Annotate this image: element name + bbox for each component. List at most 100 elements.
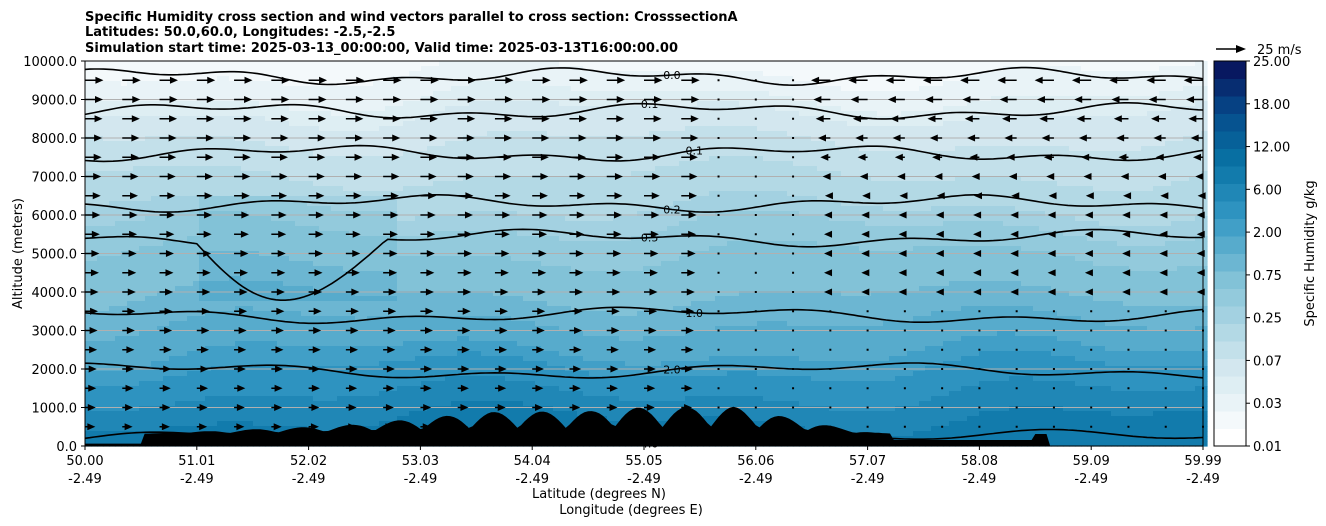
humidity-cell (451, 321, 458, 327)
humidity-cell (259, 321, 266, 327)
humidity-cell (385, 276, 392, 282)
humidity-cell (151, 206, 158, 212)
humidity-cell (331, 371, 338, 377)
humidity-cell (139, 266, 146, 272)
humidity-cell (403, 246, 410, 252)
humidity-cell (193, 136, 200, 142)
humidity-cell (319, 186, 326, 192)
humidity-cell (139, 156, 146, 162)
humidity-cell (241, 61, 248, 67)
humidity-cell (349, 221, 356, 227)
humidity-cell (373, 286, 380, 292)
humidity-cell (265, 91, 272, 97)
humidity-cell (103, 96, 110, 102)
humidity-cell (439, 216, 446, 222)
humidity-cell (379, 281, 386, 287)
humidity-cell (295, 286, 302, 292)
humidity-cell (409, 116, 416, 122)
humidity-cell (205, 331, 212, 337)
humidity-cell (451, 301, 458, 307)
humidity-cell (403, 296, 410, 302)
humidity-cell (439, 136, 446, 142)
humidity-cell (451, 136, 458, 142)
humidity-cell (331, 111, 338, 117)
humidity-cell (139, 281, 146, 287)
humidity-cell (307, 416, 314, 422)
humidity-cell (331, 131, 338, 137)
humidity-cell (265, 206, 272, 212)
humidity-cell (433, 136, 440, 142)
humidity-cell (391, 221, 398, 227)
humidity-cell (193, 116, 200, 122)
humidity-cell (301, 396, 308, 402)
humidity-cell (361, 371, 368, 377)
humidity-cell (145, 401, 152, 407)
humidity-cell (427, 141, 434, 147)
humidity-cell (277, 221, 284, 227)
humidity-cell (361, 241, 368, 247)
humidity-cell (91, 76, 98, 82)
humidity-cell (319, 241, 326, 247)
humidity-cell (349, 351, 356, 357)
humidity-cell (355, 186, 362, 192)
humidity-cell (97, 406, 104, 412)
humidity-cell (103, 166, 110, 172)
humidity-cell (91, 121, 98, 127)
humidity-cell (199, 321, 206, 327)
humidity-cell (157, 111, 164, 117)
humidity-cell (181, 236, 188, 242)
humidity-cell (157, 306, 164, 312)
humidity-cell (121, 151, 128, 157)
humidity-cell (235, 276, 242, 282)
humidity-cell (373, 171, 380, 177)
humidity-cell (319, 336, 326, 342)
humidity-cell (229, 116, 236, 122)
humidity-cell (265, 411, 272, 417)
humidity-cell (115, 276, 122, 282)
humidity-cell (367, 146, 374, 152)
humidity-cell (331, 101, 338, 107)
humidity-cell (325, 276, 332, 282)
humidity-cell (91, 86, 98, 92)
humidity-cell (241, 411, 248, 417)
humidity-cell (373, 271, 380, 277)
humidity-cell (451, 236, 458, 242)
humidity-cell (193, 101, 200, 107)
humidity-cell (133, 401, 140, 407)
humidity-cell (97, 306, 104, 312)
humidity-cell (313, 296, 320, 302)
humidity-cell (187, 241, 194, 247)
humidity-cell (217, 166, 224, 172)
humidity-cell (301, 371, 308, 377)
humidity-cell (313, 391, 320, 397)
humidity-cell (373, 421, 380, 427)
humidity-cell (187, 336, 194, 342)
humidity-cell (391, 391, 398, 397)
humidity-cell (121, 296, 128, 302)
humidity-cell (193, 396, 200, 402)
humidity-cell (199, 276, 206, 282)
humidity-cell (283, 66, 290, 72)
humidity-cell (463, 416, 470, 422)
humidity-cell (349, 246, 356, 252)
humidity-cell (259, 291, 266, 297)
humidity-cell (265, 191, 272, 197)
humidity-cell (367, 176, 374, 182)
humidity-cell (319, 216, 326, 222)
humidity-cell (337, 96, 344, 102)
humidity-cell (421, 101, 428, 107)
humidity-cell (223, 426, 230, 432)
humidity-cell (223, 221, 230, 227)
humidity-cell (301, 96, 308, 102)
humidity-cell (421, 236, 428, 242)
humidity-cell (205, 351, 212, 357)
humidity-cell (277, 196, 284, 202)
humidity-cell (211, 176, 218, 182)
humidity-cell (187, 231, 194, 237)
humidity-cell (235, 226, 242, 232)
humidity-cell (361, 191, 368, 197)
humidity-cell (397, 186, 404, 192)
humidity-cell (397, 261, 404, 267)
humidity-cell (445, 136, 452, 142)
humidity-cell (409, 96, 416, 102)
